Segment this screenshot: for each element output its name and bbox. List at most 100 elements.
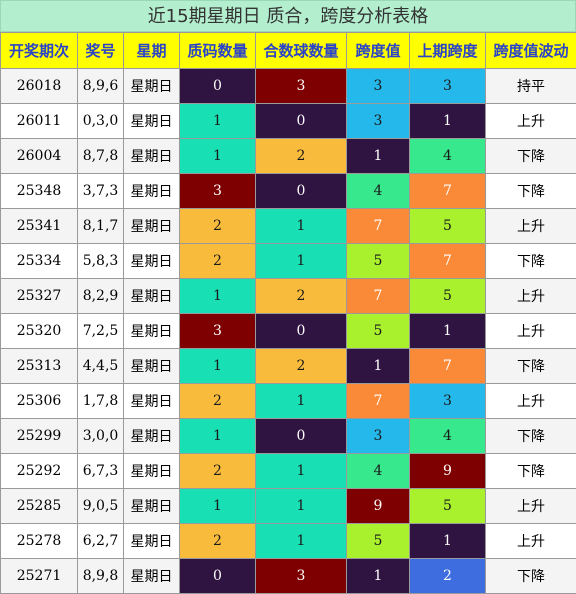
cell-span-trend: 上升 — [486, 489, 576, 524]
cell-period: 25320 — [1, 314, 78, 349]
header-span: 跨度值 — [347, 33, 410, 69]
cell-numbers: 5,8,3 — [78, 244, 124, 279]
cell-prime-count: 0 — [180, 69, 256, 104]
cell-prime-count: 2 — [180, 524, 256, 559]
cell-prime-count: 2 — [180, 454, 256, 489]
cell-numbers: 4,4,5 — [78, 349, 124, 384]
cell-prev-span: 5 — [410, 209, 486, 244]
cell-prev-span: 3 — [410, 69, 486, 104]
cell-numbers: 7,2,5 — [78, 314, 124, 349]
cell-composite-count: 1 — [256, 244, 347, 279]
header-prime-count: 质码数量 — [180, 33, 256, 69]
cell-composite-count: 0 — [256, 314, 347, 349]
cell-prev-span: 4 — [410, 419, 486, 454]
cell-weekday: 星期日 — [124, 139, 180, 174]
cell-span: 3 — [347, 104, 410, 139]
cell-numbers: 8,2,9 — [78, 279, 124, 314]
header-prev-span: 上期跨度 — [410, 33, 486, 69]
cell-composite-count: 0 — [256, 104, 347, 139]
cell-numbers: 6,2,7 — [78, 524, 124, 559]
cell-weekday: 星期日 — [124, 69, 180, 104]
cell-span: 9 — [347, 489, 410, 524]
cell-span: 3 — [347, 419, 410, 454]
cell-numbers: 3,7,3 — [78, 174, 124, 209]
cell-period: 25278 — [1, 524, 78, 559]
cell-span: 1 — [347, 349, 410, 384]
cell-period: 25271 — [1, 559, 78, 594]
cell-prev-span: 1 — [410, 104, 486, 139]
cell-span: 7 — [347, 384, 410, 419]
cell-span: 4 — [347, 454, 410, 489]
cell-weekday: 星期日 — [124, 244, 180, 279]
cell-weekday: 星期日 — [124, 489, 180, 524]
cell-weekday: 星期日 — [124, 104, 180, 139]
cell-composite-count: 1 — [256, 454, 347, 489]
cell-period: 25334 — [1, 244, 78, 279]
cell-prev-span: 3 — [410, 384, 486, 419]
cell-period: 25292 — [1, 454, 78, 489]
cell-prime-count: 2 — [180, 209, 256, 244]
cell-span-trend: 上升 — [486, 104, 576, 139]
cell-period: 26018 — [1, 69, 78, 104]
cell-composite-count: 0 — [256, 174, 347, 209]
cell-prime-count: 2 — [180, 244, 256, 279]
cell-prev-span: 7 — [410, 174, 486, 209]
cell-period: 25306 — [1, 384, 78, 419]
cell-weekday: 星期日 — [124, 559, 180, 594]
header-numbers: 奖号 — [78, 33, 124, 69]
cell-weekday: 星期日 — [124, 314, 180, 349]
cell-period: 25299 — [1, 419, 78, 454]
header-span-trend: 跨度值波动 — [486, 33, 576, 69]
cell-prime-count: 1 — [180, 104, 256, 139]
cell-span-trend: 上升 — [486, 279, 576, 314]
cell-span: 3 — [347, 69, 410, 104]
cell-numbers: 0,3,0 — [78, 104, 124, 139]
header-row: 开奖期次 奖号 星期 质码数量 合数球数量 跨度值 上期跨度 跨度值波动 — [1, 33, 576, 69]
cell-weekday: 星期日 — [124, 174, 180, 209]
cell-numbers: 8,7,8 — [78, 139, 124, 174]
cell-prev-span: 7 — [410, 349, 486, 384]
cell-prime-count: 1 — [180, 349, 256, 384]
cell-prev-span: 5 — [410, 489, 486, 524]
cell-weekday: 星期日 — [124, 209, 180, 244]
cell-span-trend: 下降 — [486, 454, 576, 489]
cell-period: 26004 — [1, 139, 78, 174]
cell-span: 4 — [347, 174, 410, 209]
cell-span: 1 — [347, 559, 410, 594]
cell-prime-count: 3 — [180, 314, 256, 349]
cell-numbers: 1,7,8 — [78, 384, 124, 419]
cell-span-trend: 下降 — [486, 174, 576, 209]
cell-period: 25327 — [1, 279, 78, 314]
cell-composite-count: 2 — [256, 349, 347, 384]
cell-prime-count: 1 — [180, 489, 256, 524]
page-title: 近15期星期日 质合，跨度分析表格 — [0, 0, 576, 32]
cell-span: 1 — [347, 139, 410, 174]
cell-weekday: 星期日 — [124, 279, 180, 314]
cell-span: 5 — [347, 244, 410, 279]
cell-weekday: 星期日 — [124, 524, 180, 559]
cell-composite-count: 1 — [256, 384, 347, 419]
cell-span-trend: 下降 — [486, 244, 576, 279]
cell-prev-span: 7 — [410, 244, 486, 279]
cell-span-trend: 上升 — [486, 209, 576, 244]
cell-span: 5 — [347, 314, 410, 349]
cell-span: 7 — [347, 279, 410, 314]
cell-period: 25348 — [1, 174, 78, 209]
cell-prev-span: 4 — [410, 139, 486, 174]
cell-composite-count: 2 — [256, 139, 347, 174]
header-period: 开奖期次 — [1, 33, 78, 69]
cell-span: 5 — [347, 524, 410, 559]
cell-composite-count: 1 — [256, 524, 347, 559]
